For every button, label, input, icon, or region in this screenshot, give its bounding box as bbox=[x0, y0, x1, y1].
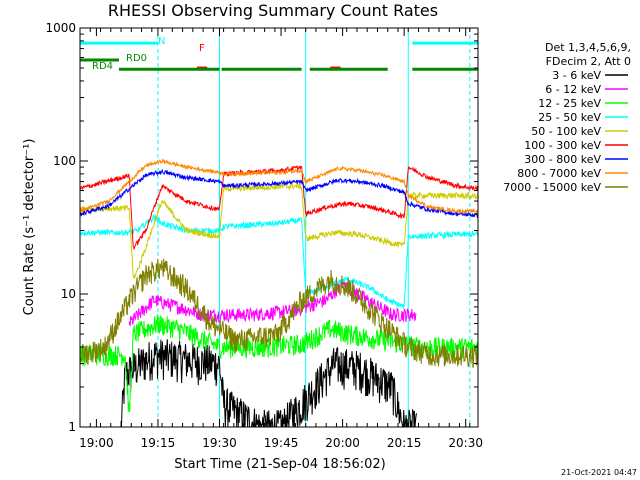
y-tick-label-3: 1000 bbox=[45, 21, 76, 35]
state-label-1: F bbox=[199, 43, 205, 54]
series-line-7 bbox=[80, 158, 478, 215]
legend-label-5: 100 - 300 keV bbox=[524, 139, 601, 152]
legend-label-0: 3 - 6 keV bbox=[552, 69, 601, 82]
legend-label-8: 7000 - 15000 keV bbox=[503, 181, 601, 194]
series-line-0 bbox=[120, 339, 417, 427]
legend-header-0: Det 1,3,4,5,6,9, bbox=[545, 41, 631, 54]
x-tick-label-1: 19:15 bbox=[141, 436, 176, 450]
legend: Det 1,3,4,5,6,9,FDecim 2, Att 03 - 6 keV… bbox=[503, 41, 631, 194]
x-tick-label-2: 19:30 bbox=[202, 436, 237, 450]
legend-header-1: FDecim 2, Att 0 bbox=[546, 55, 631, 68]
x-tick-label-4: 20:00 bbox=[325, 436, 360, 450]
legend-label-3: 25 - 50 keV bbox=[538, 111, 601, 124]
axes: 1 10 100 1000 19:00 19:15 19:30 19:45 20:00 20:15… bbox=[45, 21, 483, 450]
x-axis-label: Start Time (21-Sep-04 18:56:02) bbox=[174, 457, 385, 472]
chart-title: RHESSI Observing Summary Count Rates bbox=[108, 1, 438, 20]
series-line-5 bbox=[80, 165, 478, 250]
footer-date: 21-Oct-2021 04:47 bbox=[561, 468, 637, 477]
x-tick-label-5: 20:15 bbox=[387, 436, 422, 450]
state-label-2: RD0 bbox=[126, 53, 147, 64]
legend-label-1: 6 - 12 keV bbox=[545, 83, 601, 96]
state-bars: N F RD0 RD4 bbox=[80, 36, 478, 72]
x-tick-label-6: 20:30 bbox=[448, 436, 483, 450]
legend-label-7: 800 - 7000 keV bbox=[517, 167, 601, 180]
y-tick-label-1: 10 bbox=[61, 287, 76, 301]
y-tick-label-0: 1 bbox=[68, 420, 76, 434]
legend-label-4: 50 - 100 keV bbox=[531, 125, 601, 138]
series-line-8 bbox=[80, 258, 478, 368]
state-label-3: RD4 bbox=[92, 61, 113, 72]
legend-label-2: 12 - 25 keV bbox=[538, 97, 601, 110]
plot-frame bbox=[79, 27, 479, 428]
series-line-4 bbox=[80, 181, 478, 279]
x-tick-label-0: 19:00 bbox=[79, 436, 114, 450]
series-line-3 bbox=[80, 213, 478, 310]
plot-area bbox=[80, 28, 478, 427]
state-label-0: N bbox=[158, 36, 165, 47]
x-tick-label-3: 19:45 bbox=[264, 436, 299, 450]
y-tick-label-2: 100 bbox=[53, 154, 76, 168]
y-axis-label: Count Rate (s⁻¹ detector⁻¹) bbox=[22, 139, 37, 316]
legend-label-6: 300 - 800 keV bbox=[524, 153, 601, 166]
series-line-6 bbox=[80, 168, 478, 219]
series-line-1 bbox=[128, 278, 417, 327]
